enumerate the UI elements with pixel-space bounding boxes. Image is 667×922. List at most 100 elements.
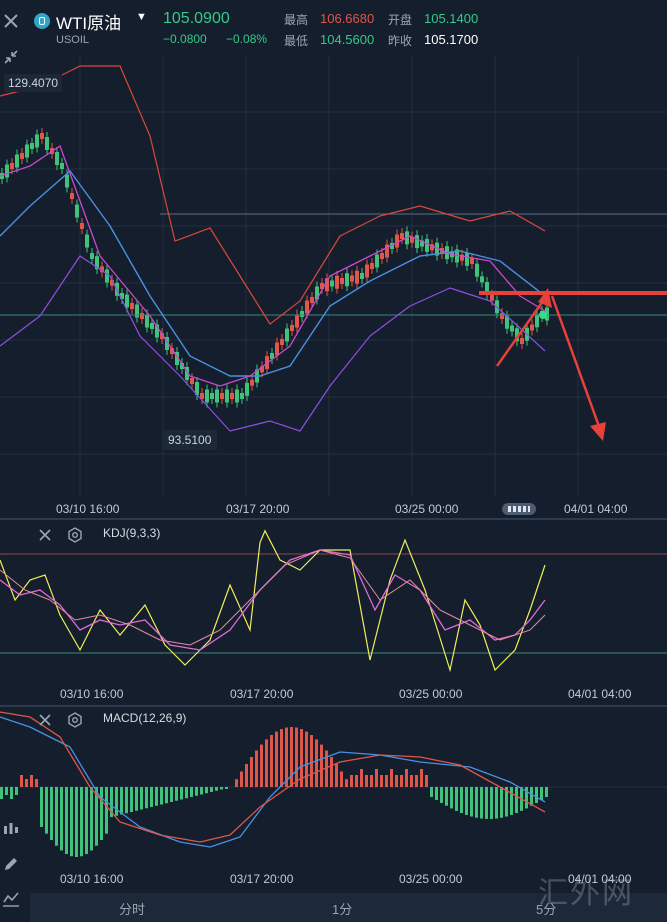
macd-histogram-bar [130,787,133,812]
main-chart[interactable]: 129.4070 93.5100 03/10 16:00 03/17 20:00… [0,56,667,518]
low-value: 104.5600 [320,32,375,47]
candlestick-plot[interactable] [0,56,667,518]
candle [210,393,214,399]
macd-histogram-bar [485,787,488,819]
symbol-name[interactable]: WTI原油 [56,14,122,33]
macd-histogram-bar [415,775,418,787]
candle [485,282,489,295]
close-icon[interactable] [34,524,56,546]
watermark: 汇外网 [538,876,634,911]
candle [350,275,354,282]
candle [145,314,149,328]
candle [335,275,339,289]
macd-histogram-bar [405,769,408,787]
macd-histogram-bar [275,731,278,787]
macd-histogram-bar [110,787,113,817]
macd-histogram-bar [540,787,543,800]
candle [185,367,189,380]
candle [370,263,374,269]
candle [5,164,9,178]
macd-histogram-bar [495,787,498,819]
candle [500,313,504,319]
candle [125,294,129,308]
macd-histogram-bar [65,787,68,855]
candle [135,304,139,318]
candle [95,256,99,270]
macd-histogram-bar [390,769,393,787]
prev-close-value: 105.1700 [424,32,479,47]
candle [105,269,109,283]
candle [110,279,114,286]
close-icon[interactable] [0,10,22,32]
macd-histogram-bar [90,787,93,851]
kdj-panel[interactable]: KDJ(9,3,3) 03/10 16:00 03/17 20:00 03/25… [0,520,667,705]
settings-icon[interactable] [64,524,86,546]
candle [290,325,294,331]
price-change: −0.0800 [163,32,207,46]
tab-1min[interactable]: 1分 [332,902,353,917]
candle [520,338,524,344]
settings-icon[interactable] [64,709,86,731]
kdj-title: KDJ(9,3,3) [103,526,161,540]
macd-histogram-bar [200,787,203,795]
candlestick-icon[interactable] [0,818,22,840]
macd-histogram-bar [305,731,308,787]
tab-timeshare[interactable]: 分时 [119,902,146,917]
scroll-handle[interactable] [502,503,536,515]
x-axis-label: 03/17 20:00 [230,872,294,886]
candle [420,240,424,247]
x-axis-label: 04/01 04:00 [568,687,632,701]
close-icon[interactable] [34,709,56,731]
macd-histogram-bar [5,787,8,795]
low-label: 最低 [284,34,309,48]
macd-histogram-bar [420,769,423,787]
macd-histogram-bar [400,775,403,787]
kdj-k-line [0,529,546,673]
macd-histogram-bar [145,787,148,809]
x-axis-label: 04/01 04:00 [568,872,632,886]
candle [80,223,84,229]
macd-histogram-bar [315,739,318,787]
candle [60,163,64,169]
macd-histogram-bar [545,787,548,797]
candle [305,300,309,314]
macd-histogram-bar [60,787,63,851]
macd-histogram-bar [350,775,353,787]
macd-histogram-bar [175,787,178,801]
collapse-icon[interactable] [0,46,22,68]
macd-histogram-bar [310,735,313,787]
candle [120,293,124,299]
macd-panel[interactable]: MACD(12,26,9) 03/10 16:00 03/17 20:00 03… [0,707,667,893]
candle [530,324,534,331]
candle [30,143,34,149]
chevron-down-icon[interactable]: ▼ [136,11,147,23]
macd-histogram-bar [325,750,328,787]
macd-histogram-bar [380,775,383,787]
macd-histogram-bar [180,787,183,800]
macd-histogram-bar [135,787,138,811]
indicator-icon[interactable] [0,888,22,910]
candle [460,254,464,261]
macd-histogram-bar [465,787,468,815]
macd-plot [0,711,667,857]
candle [300,311,304,317]
macd-histogram-bar [240,771,243,787]
bollinger-lower [0,255,546,432]
macd-histogram-bar [425,775,428,787]
tab-5min[interactable]: 5分 [536,902,557,917]
candle [490,294,494,301]
macd-histogram-bar [410,775,413,787]
macd-histogram-bar [85,787,88,855]
macd-histogram-bar [285,727,288,787]
macd-histogram-bar [445,787,448,806]
pencil-icon[interactable] [0,853,22,875]
macd-histogram-bar [330,757,333,787]
macd-histogram-bar [280,729,283,787]
candle [505,315,509,329]
candle [245,382,249,396]
current-price-dot [539,311,547,319]
x-axis-label: 03/25 00:00 [399,687,463,701]
macd-histogram-bar [510,787,513,815]
kdj-j-line [0,549,546,646]
macd-histogram-bar [255,750,258,787]
